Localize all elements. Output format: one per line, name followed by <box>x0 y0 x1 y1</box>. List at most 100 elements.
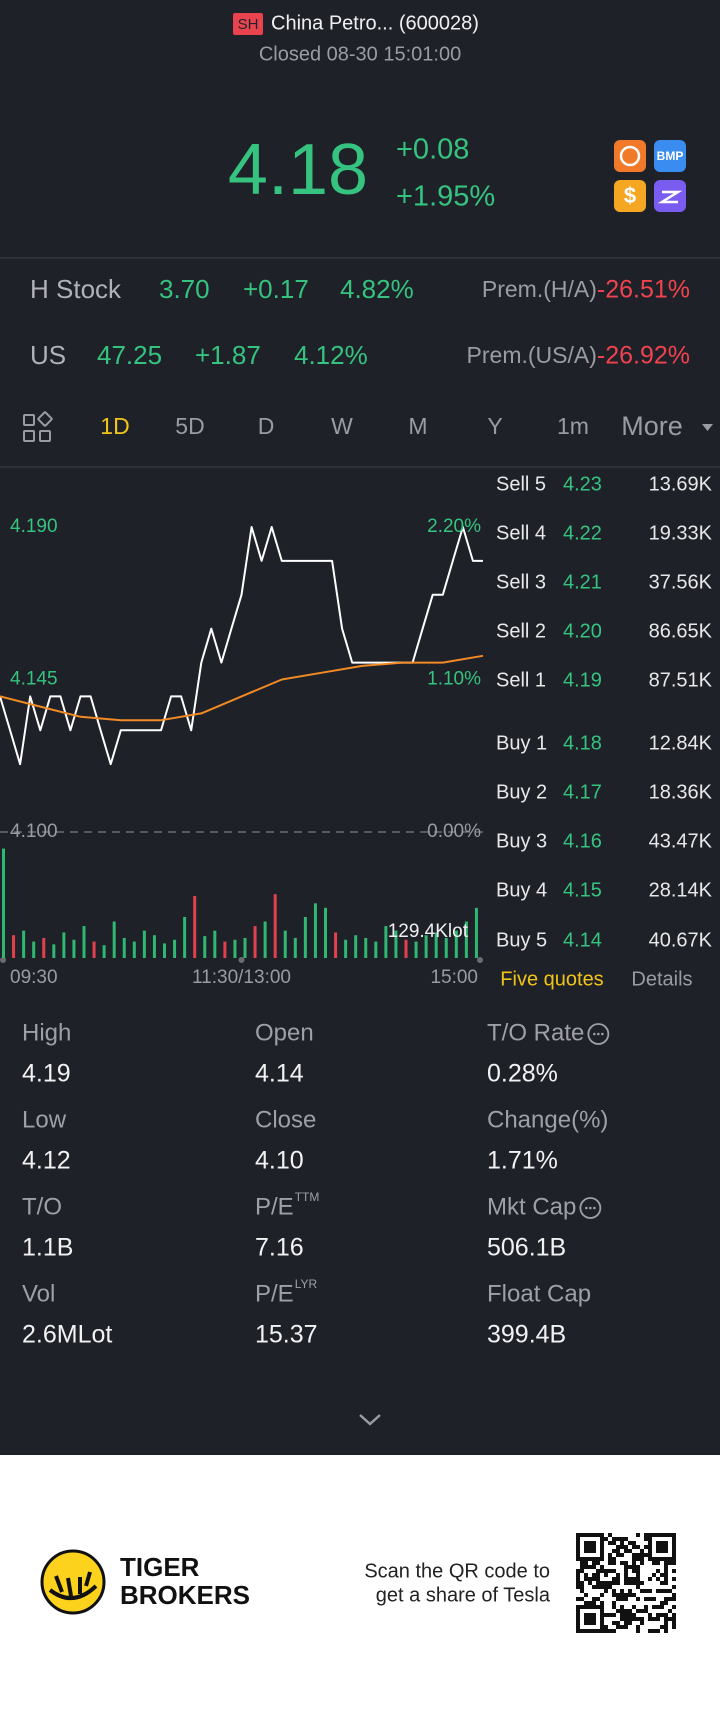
qr-cell <box>660 1601 664 1605</box>
period-tab[interactable]: M <box>408 413 427 439</box>
volume-bar <box>283 930 287 958</box>
qr-cell <box>624 1561 628 1565</box>
qr-cell <box>632 1581 636 1585</box>
qr-finder <box>584 1541 596 1553</box>
volume-bar <box>273 894 277 958</box>
sell-price: 4.21 <box>563 571 602 593</box>
icon[interactable] <box>614 180 646 212</box>
promo-text: get a share of Tesla <box>376 1584 551 1606</box>
qr-cell <box>620 1593 624 1597</box>
period-tab[interactable]: 1m <box>557 413 589 439</box>
qr-cell <box>608 1629 612 1633</box>
qr-cell <box>664 1573 668 1577</box>
stat-value: 4.14 <box>255 1060 304 1088</box>
qr-cell <box>576 1581 580 1585</box>
volume-scale-label: 129.4Klot <box>388 921 469 942</box>
qr-cell <box>636 1569 640 1573</box>
period-tab[interactable]: 5D <box>175 413 204 439</box>
icon[interactable] <box>614 140 646 172</box>
sell-volume: 37.56K <box>649 571 713 593</box>
qr-cell <box>636 1545 640 1549</box>
qr-cell <box>656 1613 660 1617</box>
related-price: 47.25 <box>97 340 162 370</box>
buy-price: 4.18 <box>563 732 602 754</box>
volume-bar <box>152 935 156 958</box>
qr-cell <box>576 1585 580 1589</box>
qr-cell <box>600 1565 604 1569</box>
qr-cell <box>652 1617 656 1621</box>
volume-bar <box>253 926 257 958</box>
volume-bar <box>12 935 16 958</box>
qr-cell <box>592 1585 596 1589</box>
qr-cell <box>624 1613 628 1617</box>
qr-cell <box>596 1569 600 1573</box>
qr-cell <box>604 1589 608 1593</box>
qr-cell <box>584 1577 588 1581</box>
buy-volume: 40.67K <box>649 929 713 951</box>
qr-cell <box>672 1605 676 1609</box>
period-tab[interactable]: 1D <box>100 413 129 439</box>
volume-bar <box>344 939 348 958</box>
stat-value: 4.19 <box>22 1060 71 1088</box>
volume-bar <box>112 921 116 958</box>
qr-cell <box>644 1537 648 1541</box>
qr-cell <box>672 1613 676 1617</box>
qr-cell <box>632 1541 636 1545</box>
qr-cell <box>628 1577 632 1581</box>
qr-cell <box>584 1561 588 1565</box>
qr-cell <box>616 1625 620 1629</box>
qr-cell <box>580 1565 584 1569</box>
info-dot <box>589 1206 592 1210</box>
qr-cell <box>664 1625 668 1629</box>
qr-cell <box>580 1585 584 1589</box>
volume-bar <box>223 941 227 958</box>
period-tab[interactable]: More <box>621 411 683 441</box>
qr-cell <box>648 1617 652 1621</box>
qr-cell <box>616 1537 620 1541</box>
brand-name: TIGER <box>120 1552 200 1582</box>
qr-cell <box>576 1573 580 1577</box>
qr-cell <box>600 1601 604 1605</box>
period-tab[interactable]: W <box>331 413 353 439</box>
qr-cell <box>656 1577 660 1581</box>
order-book-tab[interactable]: Five quotes <box>500 968 603 990</box>
volume-bar <box>163 943 166 958</box>
period-tab[interactable]: Y <box>487 413 502 439</box>
qr-cell <box>628 1565 632 1569</box>
qr-cell <box>616 1549 620 1553</box>
volume-bar <box>122 937 126 958</box>
qr-cell <box>620 1541 624 1545</box>
qr-cell <box>612 1613 616 1617</box>
qr-cell <box>664 1601 668 1605</box>
volume-bar <box>183 916 187 958</box>
brand-logo <box>40 1549 106 1615</box>
order-book-tab[interactable]: Details <box>631 968 692 990</box>
buy-volume: 12.84K <box>649 732 713 754</box>
stat-label: Vol <box>22 1280 55 1307</box>
qr-cell <box>592 1577 596 1581</box>
info-icon[interactable] <box>587 1023 610 1045</box>
qr-cell <box>660 1589 664 1593</box>
x-tick <box>0 957 6 963</box>
qr-cell <box>632 1577 636 1581</box>
qr-cell <box>608 1557 612 1561</box>
period-tab[interactable]: D <box>258 413 275 439</box>
qr-cell <box>592 1597 596 1601</box>
qr-cell <box>616 1577 620 1581</box>
qr-cell <box>612 1537 616 1541</box>
buy-price: 4.16 <box>563 830 602 852</box>
stat-label: P/E <box>255 1280 294 1307</box>
icon[interactable] <box>654 140 686 172</box>
buy-label: Buy 4 <box>496 879 547 901</box>
info-dot <box>597 1032 600 1036</box>
info-icon[interactable] <box>579 1197 602 1219</box>
qr-cell <box>636 1573 640 1577</box>
qr-cell <box>640 1557 644 1561</box>
stat-value: 0.28% <box>487 1060 558 1088</box>
stock-name: China Petro... (600028) <box>271 12 479 34</box>
qr-cell <box>664 1629 668 1633</box>
expand-chevron[interactable] <box>359 1414 381 1426</box>
layout-icon[interactable] <box>23 411 53 442</box>
qr-cell <box>580 1581 584 1585</box>
qr-cell <box>640 1589 644 1593</box>
